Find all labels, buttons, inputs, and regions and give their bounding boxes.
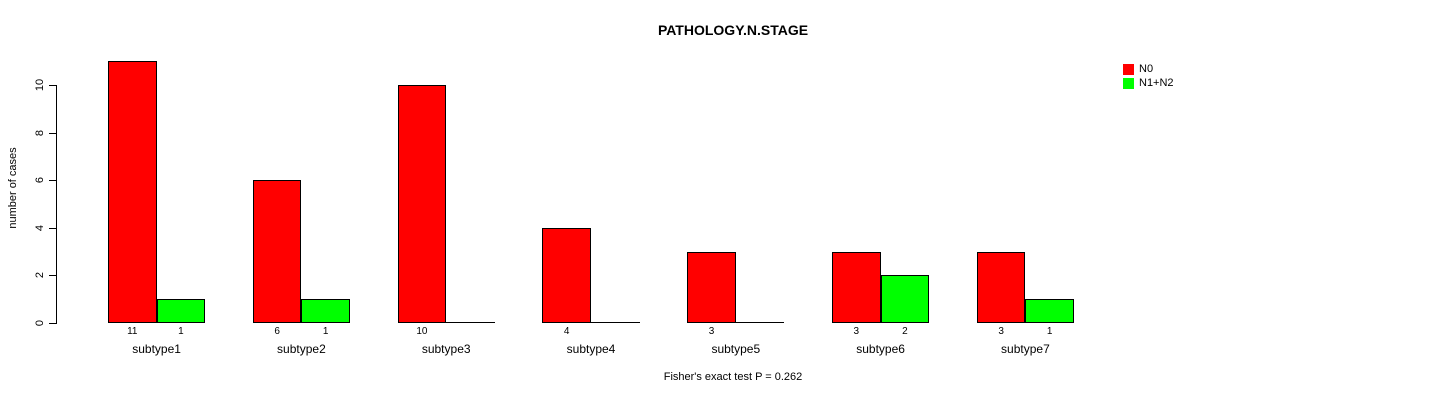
bar-N0-subtype5 <box>687 251 736 323</box>
x-category-label-subtype5: subtype5 <box>711 342 761 356</box>
y-tick-label: 8 <box>34 129 46 136</box>
bar-N1+N2-subtype6 <box>880 275 930 323</box>
y-tick <box>49 323 56 324</box>
bar-N1+N2-subtype2 <box>301 299 350 323</box>
bar-value-label: 3 <box>708 326 715 337</box>
bar-N1+N2-subtype7 <box>1025 299 1074 323</box>
bar-N1+N2-subtype1 <box>156 299 206 323</box>
legend: N0 N1+N2 <box>1123 64 1174 92</box>
legend-label: N1+N2 <box>1139 77 1174 89</box>
zero-bar-N1+N2-subtype5 <box>735 322 785 323</box>
y-tick-label: 2 <box>34 272 46 279</box>
y-tick <box>49 85 56 86</box>
bar-value-label: 10 <box>416 326 428 337</box>
y-tick-label: 0 <box>34 319 46 327</box>
legend-label: N0 <box>1139 63 1154 75</box>
y-tick-label: 6 <box>34 177 46 184</box>
legend-swatch-N0 <box>1123 64 1134 75</box>
y-axis-line <box>56 85 57 324</box>
bar-value-label: 1 <box>178 326 184 337</box>
y-tick <box>49 227 56 229</box>
bar-N0-subtype7 <box>976 251 1026 323</box>
x-category-label-subtype2: subtype2 <box>277 342 326 356</box>
bar-value-label: 3 <box>998 326 1004 337</box>
bar-value-label: 4 <box>563 326 570 337</box>
fisher-test-footnote: Fisher's exact test P = 0.262 <box>663 371 803 383</box>
x-category-label-subtype4: subtype4 <box>566 342 616 356</box>
bar-value-label: 1 <box>1046 326 1053 337</box>
x-category-label-subtype3: subtype3 <box>421 342 471 356</box>
bar-value-label: 6 <box>274 326 280 337</box>
bar-value-label: 2 <box>902 326 908 337</box>
y-tick <box>49 180 56 182</box>
x-category-label-subtype1: subtype1 <box>132 342 181 356</box>
zero-bar-N1+N2-subtype3 <box>446 322 495 323</box>
x-category-label-subtype7: subtype7 <box>1001 342 1050 356</box>
bar-value-label: 1 <box>322 326 329 337</box>
zero-bar-N1+N2-subtype4 <box>591 322 640 323</box>
bar-N0-subtype6 <box>832 251 881 323</box>
legend-item-N1+N2: N1+N2 <box>1123 78 1174 89</box>
bar-N0-subtype3 <box>397 85 447 323</box>
bar-N0-subtype1 <box>108 61 157 323</box>
y-tick <box>49 275 56 277</box>
legend-item-N0: N0 <box>1123 64 1174 75</box>
bar-N0-subtype2 <box>252 180 302 323</box>
legend-swatch-N1+N2 <box>1123 78 1134 89</box>
y-tick-label: 4 <box>34 224 46 231</box>
y-tick <box>49 132 56 134</box>
bar-value-label: 3 <box>853 326 860 337</box>
y-tick-label: 10 <box>34 78 46 92</box>
bar-value-label: 11 <box>127 326 138 337</box>
chart-title: PATHOLOGY.N.STAGE <box>657 22 809 38</box>
bar-N0-subtype4 <box>542 227 591 323</box>
x-category-label-subtype6: subtype6 <box>856 342 905 356</box>
